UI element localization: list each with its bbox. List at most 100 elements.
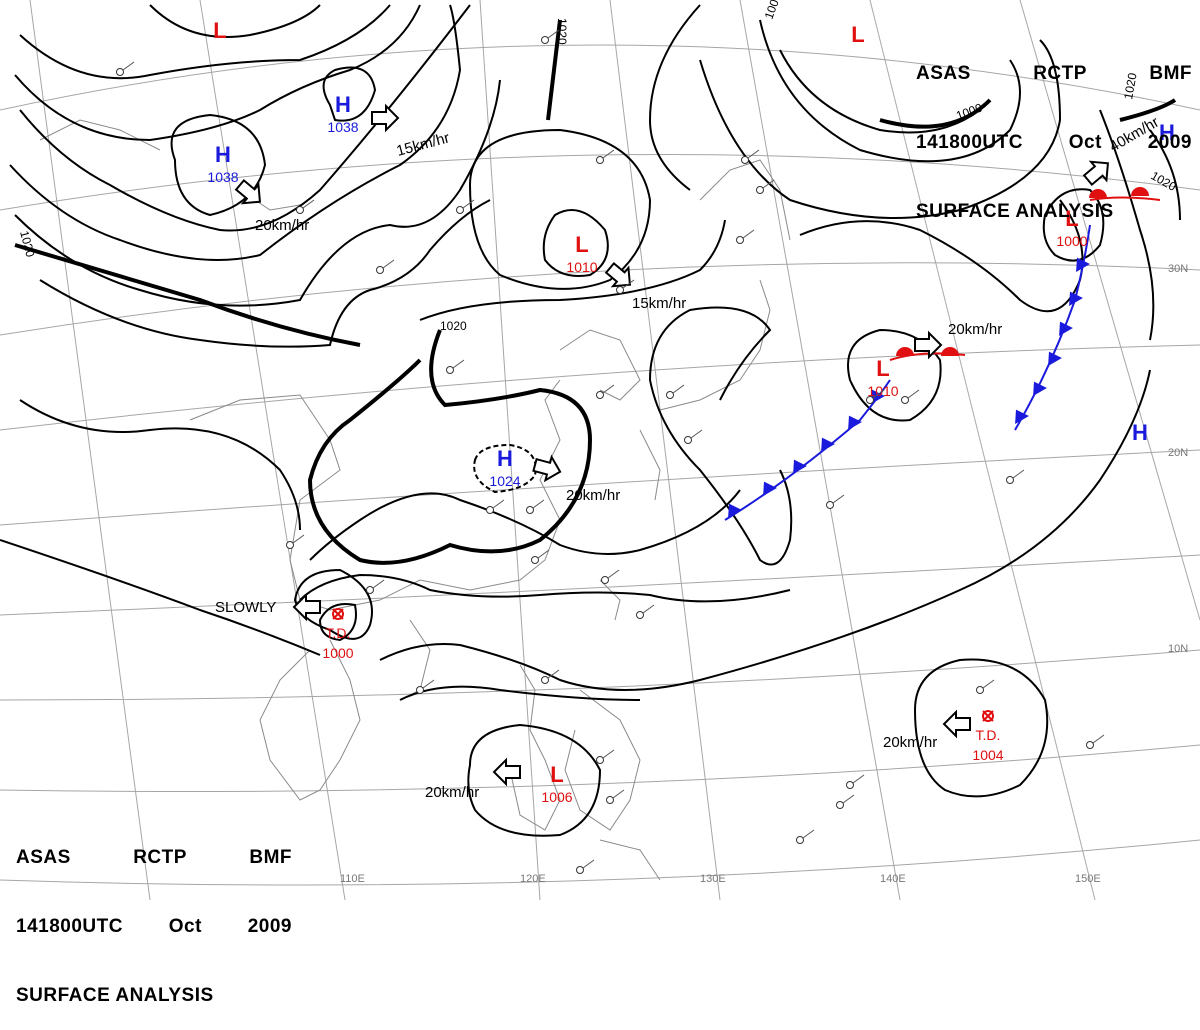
- station-circle: [736, 236, 744, 244]
- motion-arrow-icon: [371, 103, 400, 133]
- wind-barb: [622, 279, 635, 289]
- station-circle: [846, 781, 854, 789]
- tropical-depressions: T.D. 1000 T.D. 1004: [322, 608, 1004, 763]
- wind-barb: [872, 389, 885, 399]
- station-circle: [576, 866, 584, 874]
- graticule: [0, 0, 1200, 900]
- station-circle: [684, 436, 692, 444]
- isobar-label: 1000: [762, 0, 784, 21]
- wind-barb: [382, 259, 395, 269]
- longitude-label: 120E: [520, 873, 546, 885]
- low-pressure-symbol: L: [550, 762, 563, 787]
- high-pressure-symbol: H: [1159, 120, 1175, 145]
- station-circle: [446, 366, 454, 374]
- title-month-bottom: Oct: [168, 916, 202, 937]
- station-circle: [526, 506, 534, 514]
- motion-speed-label: 20km/hr: [425, 784, 479, 801]
- isobars: [0, 4, 1181, 837]
- central-pressure-value: 1010: [566, 259, 597, 275]
- wind-barb: [302, 199, 315, 209]
- station-circle: [601, 576, 609, 584]
- station-circle: [286, 541, 294, 549]
- isobar-label: 1020: [1121, 71, 1139, 100]
- central-pressure-value: 1024: [489, 473, 520, 489]
- high-pressure-symbol: H: [497, 446, 513, 471]
- station-circle: [976, 686, 984, 694]
- station-circle: [596, 156, 604, 164]
- station-circle: [901, 396, 909, 404]
- isobar-1024-dashed: [473, 443, 537, 494]
- high-pressure-symbol: H: [1132, 420, 1148, 445]
- station-circle: [606, 796, 614, 804]
- central-pressure-value: 1006: [541, 789, 572, 805]
- station-circle: [756, 186, 764, 194]
- warm-front-semicircle: [941, 347, 959, 356]
- title-product-bottom: SURFACE ANALYSIS: [16, 985, 214, 1006]
- motion-arrow-icon: [942, 709, 971, 739]
- station-circle: [366, 586, 374, 594]
- cold-front-triangle: [793, 459, 807, 474]
- wind-barb: [532, 499, 545, 509]
- wind-barb: [747, 149, 760, 159]
- longitude-label: 130E: [700, 873, 726, 885]
- motion-speed-label: 15km/hr: [395, 129, 452, 159]
- longitude-label: 110E: [340, 873, 365, 885]
- wind-barb: [832, 494, 845, 504]
- td-label: T.D.: [326, 625, 351, 641]
- wind-barb: [372, 579, 385, 589]
- wind-barb: [802, 829, 815, 839]
- cold-front-triangle: [1015, 409, 1029, 424]
- wind-barb: [982, 679, 995, 689]
- motion-arrow-icon: [292, 592, 321, 622]
- title-time-bottom: 141800UTC: [16, 916, 123, 937]
- title-row-2: 141800UTC Oct 2009: [916, 131, 1192, 154]
- isobar-label: 1020: [17, 229, 38, 259]
- wind-barb: [852, 774, 865, 784]
- wind-barb: [1012, 469, 1025, 479]
- wind-barb: [582, 859, 595, 869]
- coastlines: [39, 119, 791, 881]
- title-time: 141800UTC: [916, 132, 1023, 153]
- station-circle: [456, 206, 464, 214]
- longitude-label: 150E: [1075, 873, 1101, 885]
- title-row-1-bottom: ASAS RCTP BMF: [16, 846, 292, 869]
- wind-barb: [762, 179, 775, 189]
- longitude-label: 140E: [880, 873, 906, 885]
- wind-barb: [537, 549, 550, 559]
- title-office-bottom: BMF: [249, 847, 292, 868]
- warm-front: [889, 187, 1161, 361]
- low-pressure-symbol: L: [851, 22, 864, 47]
- low-pressure-symbol: L: [575, 232, 588, 257]
- cold-front-triangle: [1059, 321, 1073, 336]
- station-models: [116, 29, 1105, 874]
- wind-barb: [742, 229, 755, 239]
- low-pressure-symbol: L: [1065, 206, 1078, 231]
- title-block-bottom: ASAS RCTP BMF 141800UTC Oct 2009 SURFACE…: [16, 800, 292, 1030]
- motion-speed-label: 20km/hr: [883, 734, 937, 751]
- isobar-1020-thick: [14, 19, 1177, 565]
- latitude-label: 30N: [1168, 263, 1188, 275]
- high-pressure-symbol: H: [335, 92, 351, 117]
- wind-barb: [547, 29, 560, 39]
- wind-barb: [672, 384, 685, 394]
- title-agency-bottom: ASAS: [16, 847, 71, 868]
- motion-arrows: [234, 103, 1110, 787]
- station-circle: [376, 266, 384, 274]
- station-circle: [836, 801, 844, 809]
- motion-speed-label: 20km/hr: [566, 487, 620, 504]
- title-row-1: ASAS RCTP BMF: [916, 62, 1192, 85]
- cold-front-triangle: [871, 389, 885, 404]
- motion-arrow-icon: [914, 330, 943, 360]
- wind-barb: [842, 794, 855, 804]
- title-agency: ASAS: [916, 63, 971, 84]
- station-circle: [416, 686, 424, 694]
- td-pressure-value: 1000: [322, 645, 353, 661]
- warm-front-semicircle: [1089, 189, 1107, 198]
- wind-barb: [122, 61, 135, 71]
- wind-barb: [547, 669, 560, 679]
- td-pressure-value: 1004: [972, 747, 1003, 763]
- title-office: BMF: [1149, 63, 1192, 84]
- wind-barb: [642, 604, 655, 614]
- motion-speed-label: 20km/hr: [948, 321, 1002, 338]
